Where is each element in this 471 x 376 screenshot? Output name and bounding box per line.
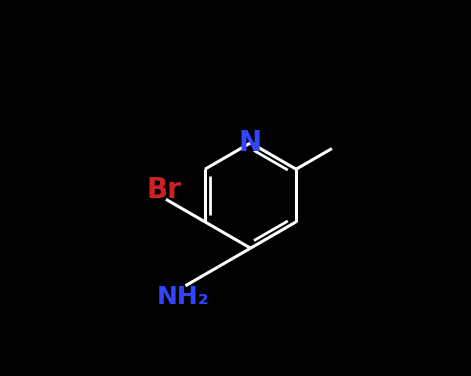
Text: NH₂: NH₂	[157, 285, 210, 309]
Text: Br: Br	[146, 176, 181, 204]
Text: N: N	[239, 129, 262, 157]
